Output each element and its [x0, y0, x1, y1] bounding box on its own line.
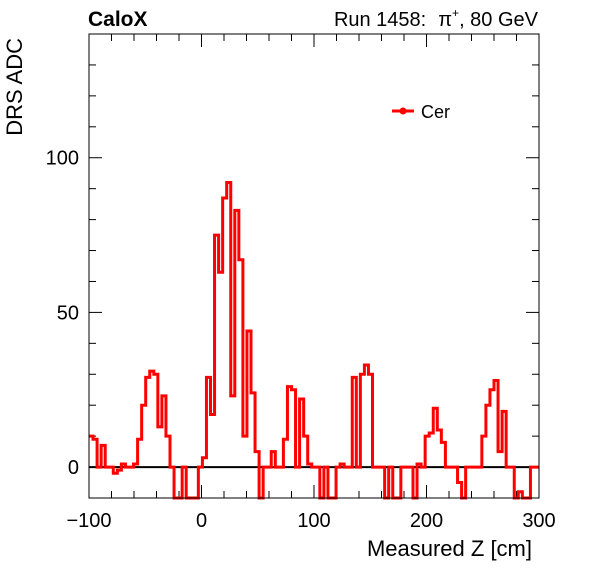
x-axis-label: Measured Z [cm] — [367, 536, 532, 561]
run-info: Run 1458: π+, 80 GeV — [334, 6, 539, 31]
x-tick-label: 200 — [410, 510, 443, 532]
legend-entry-label: Cer — [421, 102, 450, 122]
x-tick-label: 300 — [522, 510, 555, 532]
brand-label: CaloX — [88, 8, 148, 31]
run-label: Run 1458: — [334, 9, 426, 31]
y-axis-label: DRS ADC — [2, 38, 27, 136]
x-tick-label: −100 — [66, 510, 111, 532]
y-tick-label: 0 — [68, 457, 79, 479]
energy-label: , 80 GeV — [459, 9, 539, 31]
legend-marker — [399, 107, 407, 115]
series-layer — [89, 180, 539, 500]
y-tick-label: 100 — [46, 148, 79, 170]
particle-label: π — [438, 9, 452, 31]
series-line-cer — [89, 180, 539, 500]
legend: Cer — [392, 102, 450, 122]
particle-charge: + — [452, 6, 459, 20]
x-tick-label: 0 — [196, 510, 207, 532]
x-tick-label: 100 — [297, 510, 330, 532]
y-tick-label: 50 — [57, 302, 79, 324]
plot-frame — [88, 33, 540, 499]
